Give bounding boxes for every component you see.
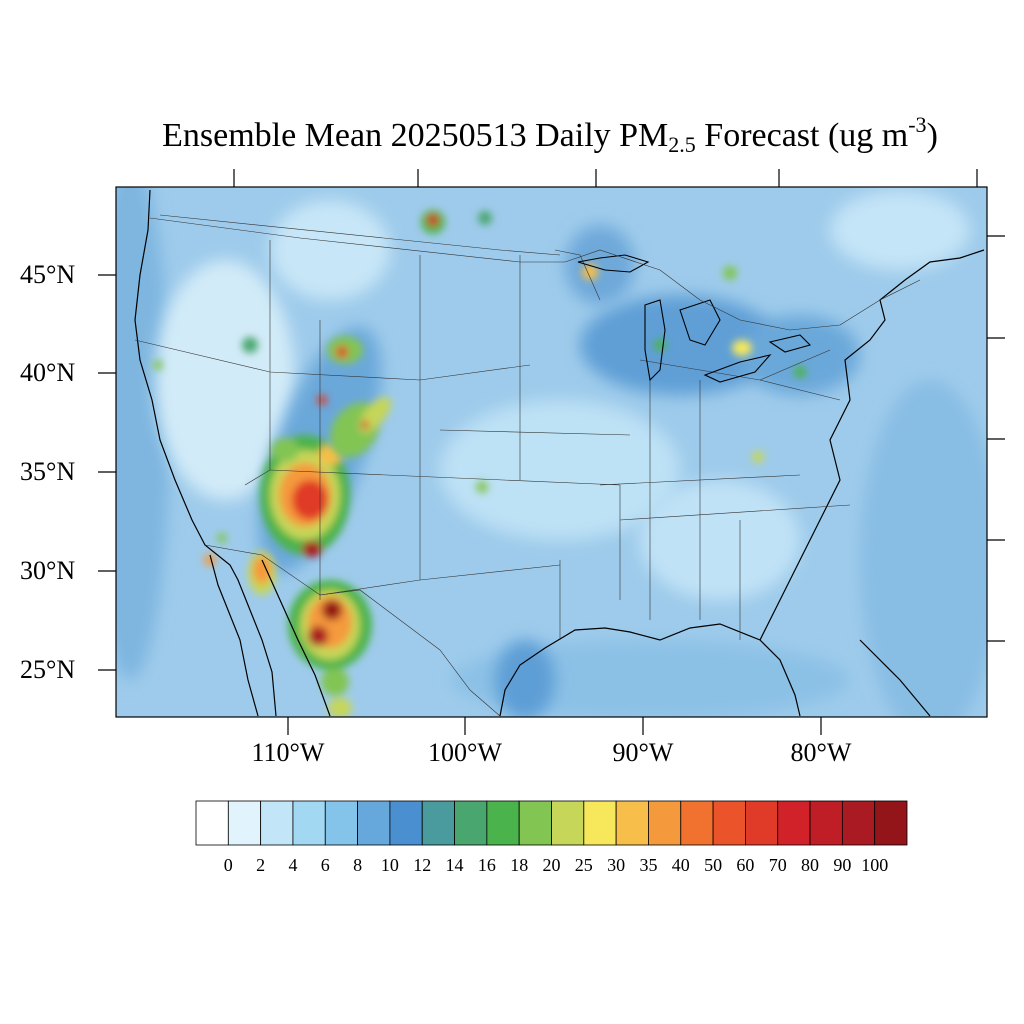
texas-coast-darker-zone xyxy=(495,640,555,717)
lat-label-25: 25°N xyxy=(20,655,76,684)
colorbar-tick-label: 40 xyxy=(671,855,690,875)
colorbar-tick-label: 0 xyxy=(223,855,233,875)
great-lakes-haze xyxy=(580,295,780,395)
colorbar-swatch xyxy=(518,800,552,846)
colorbar-tick-label: 8 xyxy=(353,855,363,875)
colorbar-tick-label: 90 xyxy=(833,855,852,875)
colorbar-swatch xyxy=(486,800,520,846)
mexico-border xyxy=(204,544,501,717)
southeast-light-zone xyxy=(640,480,800,600)
hotspot-wyoming xyxy=(317,336,363,405)
hotspot-arizona xyxy=(248,551,276,595)
colorbar-tick-label: 10 xyxy=(380,855,399,875)
canada-border xyxy=(149,217,921,331)
colorbar-swatch xyxy=(777,800,811,846)
great-basin-light-zone xyxy=(155,260,295,500)
colorbar-tick-label: 2 xyxy=(256,855,266,875)
colorbar-tick-label: 70 xyxy=(768,855,787,875)
lat-label-30: 30°N xyxy=(20,556,76,585)
colorbar-swatch xyxy=(841,800,876,846)
lon-label-110w: 110°W xyxy=(251,738,325,767)
colorbar-swatch xyxy=(260,800,294,846)
colorbar-swatch xyxy=(551,800,585,846)
colorbar-tick-label: 80 xyxy=(801,855,819,875)
colorbar-tick-label: 35 xyxy=(639,855,658,875)
colorbar-tick-label: 100 xyxy=(861,855,889,875)
colorbar-tick-label: 25 xyxy=(574,855,593,875)
colorbar-swatch xyxy=(874,800,908,846)
great-lakes-outlines xyxy=(577,254,812,383)
hotspot-chihuahua xyxy=(288,580,372,717)
colorbar-tick-label: 50 xyxy=(704,855,723,875)
colorbar-swatch xyxy=(324,800,358,846)
colorbar-tick-label: 60 xyxy=(736,855,755,875)
minnesota-haze xyxy=(565,225,635,305)
colorbar-swatch xyxy=(809,800,843,846)
colorbar-tick-label: 20 xyxy=(542,855,561,875)
lon-label-90w: 90°W xyxy=(612,738,674,767)
map-frame xyxy=(115,186,988,718)
hotspot-montana xyxy=(421,210,492,234)
lat-label-45: 45°N xyxy=(20,260,76,289)
axis-ticks xyxy=(98,169,1005,735)
hotspot-idaho-small xyxy=(153,337,258,566)
colorbar-tick-label: 4 xyxy=(288,855,298,875)
colorbar-tick-label: 6 xyxy=(320,855,330,875)
colorbar-swatch xyxy=(680,800,714,846)
colorbar-tick-label: 30 xyxy=(607,855,626,875)
colorbar-swatch xyxy=(712,800,746,846)
colorbar-tick-label: 18 xyxy=(510,855,529,875)
colorbar-tick-label: 14 xyxy=(445,855,464,875)
lon-label-100w: 100°W xyxy=(428,738,502,767)
map-title: Ensemble Mean 20250513 Daily PM2.5 Forec… xyxy=(162,112,938,157)
colorbar-swatch xyxy=(292,800,326,846)
colorbar-swatch xyxy=(454,800,488,846)
lat-label-35: 35°N xyxy=(20,457,76,486)
map-plot-area xyxy=(116,187,987,717)
colorbar-swatch xyxy=(357,800,391,846)
colorbar-swatch xyxy=(389,800,423,846)
state-borders xyxy=(134,214,851,640)
pacific-darker-zone xyxy=(116,187,170,680)
lon-label-80w: 80°W xyxy=(790,738,852,767)
coastlines xyxy=(134,189,985,717)
central-light-zone xyxy=(440,400,680,540)
colorbar-swatch xyxy=(615,800,649,846)
northeast-haze xyxy=(740,315,860,395)
colorbar xyxy=(195,800,908,846)
colorbar-swatch xyxy=(195,800,229,846)
northern-plains-light-zone xyxy=(270,200,390,300)
lat-label-40: 40°N xyxy=(20,358,76,387)
hotspot-colorado xyxy=(330,396,392,458)
colorbar-swatch xyxy=(583,800,617,846)
atlantic-darker-zone xyxy=(860,380,987,717)
colorbar-swatch xyxy=(421,800,455,846)
colorbar-swatch xyxy=(745,800,779,846)
colorbar-tick-label: 12 xyxy=(413,855,432,875)
colorbar-swatch xyxy=(227,800,262,846)
quebec-light-zone xyxy=(830,190,970,270)
colorbar-swatch xyxy=(648,800,682,846)
colorbar-tick-label: 16 xyxy=(477,855,496,875)
